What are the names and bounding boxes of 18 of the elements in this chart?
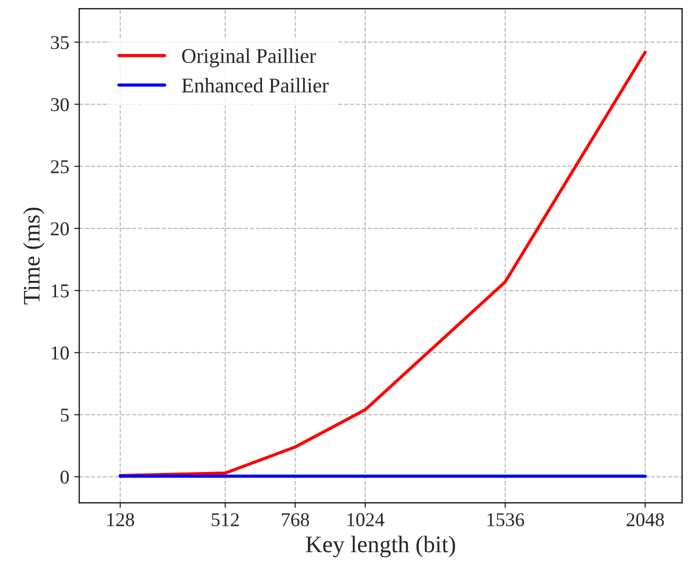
x-tick-label: 1536 [487,513,524,526]
y-tick-label: 15 [52,284,69,298]
x-tick-label: 512 [212,513,239,526]
y-tick-label: 20 [50,222,69,236]
y-tick-label: 25 [50,160,69,174]
y-tick-label: 5 [60,408,69,422]
y-tick-label: 0 [60,470,69,484]
legend-label: Enhanced Paillier [182,78,329,93]
x-tick-label: 768 [282,513,310,526]
x-tick-label: 128 [107,513,134,526]
legend-label: Original Paillier [182,48,316,68]
y-tick-label: 10 [52,346,69,360]
x-tick-label: 1024 [347,513,384,526]
y-tick-label: 30 [51,98,69,112]
x-axis-title: Key length (bit) [306,536,456,558]
y-axis-title: Time (ms) [23,208,45,304]
x-tick-label: 2048 [626,513,664,526]
y-tick-label: 35 [51,36,69,50]
